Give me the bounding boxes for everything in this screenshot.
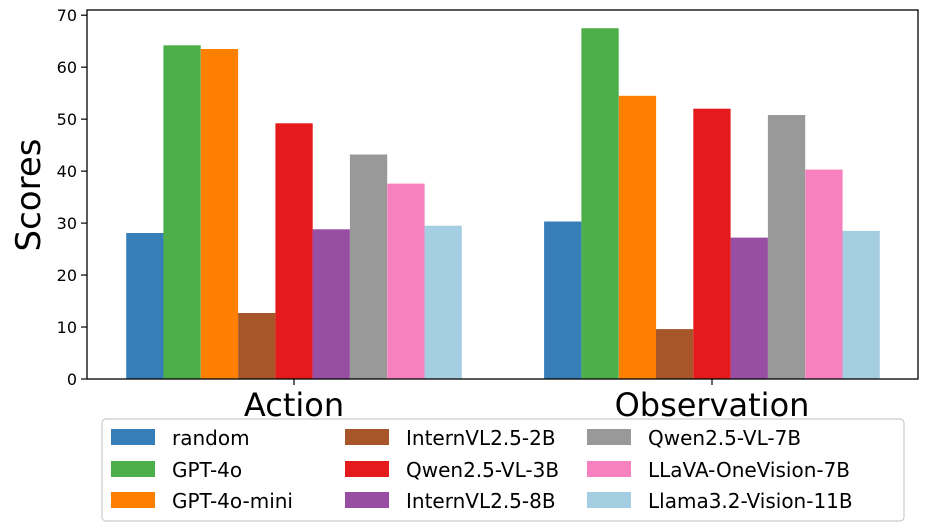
bar-random-observation <box>544 221 582 379</box>
legend-label-internvl2-5-2b: InternVL2.5-2B <box>406 426 556 450</box>
y-tick-label: 30 <box>57 214 77 233</box>
bar-gpt-4o-mini-observation <box>618 95 657 380</box>
legend-swatch-llava-onevision-7b <box>587 461 631 477</box>
bar-gpt-4o-observation <box>581 28 619 379</box>
legend-swatch-internvl2-5-2b <box>345 429 389 445</box>
y-tick-label: 0 <box>67 370 77 389</box>
legend-frame <box>101 418 905 522</box>
bar-llava-onevision-7b-action <box>387 183 425 379</box>
legend-swatch-qwen2-5-vl-3b <box>345 461 389 477</box>
bar-gpt-4o-action <box>163 45 201 380</box>
legend-label-llava-onevision-7b: LLaVA-OneVision-7B <box>648 458 850 482</box>
bar-llava-onevision-7b-observation <box>805 169 843 379</box>
x-tick-label-observation: Observation <box>615 386 810 424</box>
y-axis-label: Scores <box>9 139 49 252</box>
y-tick-label: 40 <box>57 162 77 181</box>
bar-llama3-2-vision-11b-observation <box>842 230 880 379</box>
bar-internvl2-5-2b-action <box>238 313 276 379</box>
plot-area-frame <box>86 9 919 380</box>
legend-label-internvl2-5-8b: InternVL2.5-8B <box>406 489 556 513</box>
bar-llama3-2-vision-11b-action <box>424 225 462 379</box>
legend-swatch-random <box>111 429 155 445</box>
legend-swatch-llama3-2-vision-11b <box>587 492 631 508</box>
bar-internvl2-5-8b-action <box>312 229 350 379</box>
bar-qwen2-5-vl-7b-observation <box>767 115 806 379</box>
legend-swatch-gpt-4o <box>111 461 155 477</box>
y-tick-label: 20 <box>57 266 77 285</box>
legend-swatch-gpt-4o-mini <box>111 492 155 508</box>
y-tick-label: 50 <box>57 110 77 129</box>
bar-internvl2-5-8b-observation <box>730 237 768 379</box>
y-tick-label: 60 <box>57 58 77 77</box>
legend-label-qwen2-5-vl-3b: Qwen2.5-VL-3B <box>406 458 559 482</box>
bar-gpt-4o-mini-action <box>200 49 239 379</box>
y-tick-label: 70 <box>57 6 77 25</box>
bars-layer <box>126 28 880 380</box>
legend-swatch-qwen2-5-vl-7b <box>587 429 631 445</box>
bar-qwen2-5-vl-3b-observation <box>693 108 731 379</box>
legend-label-random: random <box>172 426 250 450</box>
x-axis: Action Observation <box>244 379 810 424</box>
bar-qwen2-5-vl-7b-action <box>349 154 388 379</box>
y-axis: 0 10 20 30 40 50 60 70 <box>57 6 87 389</box>
y-tick-label: 10 <box>57 318 77 337</box>
legend-label-gpt-4o-mini: GPT-4o-mini <box>172 489 293 513</box>
legend-label-qwen2-5-vl-7b: Qwen2.5-VL-7B <box>648 426 801 450</box>
legend: random GPT-4o GPT-4o-mini InternVL2.5-2B Qwe… <box>101 418 905 522</box>
bar-random-action <box>126 233 164 379</box>
bar-internvl2-5-2b-observation <box>656 329 694 379</box>
legend-label-gpt-4o: GPT-4o <box>172 458 242 482</box>
bar-qwen2-5-vl-3b-action <box>275 123 313 379</box>
x-tick-label-action: Action <box>244 386 344 424</box>
legend-swatch-internvl2-5-8b <box>345 492 389 508</box>
legend-label-llama3-2-vision-11b: Llama3.2-Vision-11B <box>648 489 853 513</box>
